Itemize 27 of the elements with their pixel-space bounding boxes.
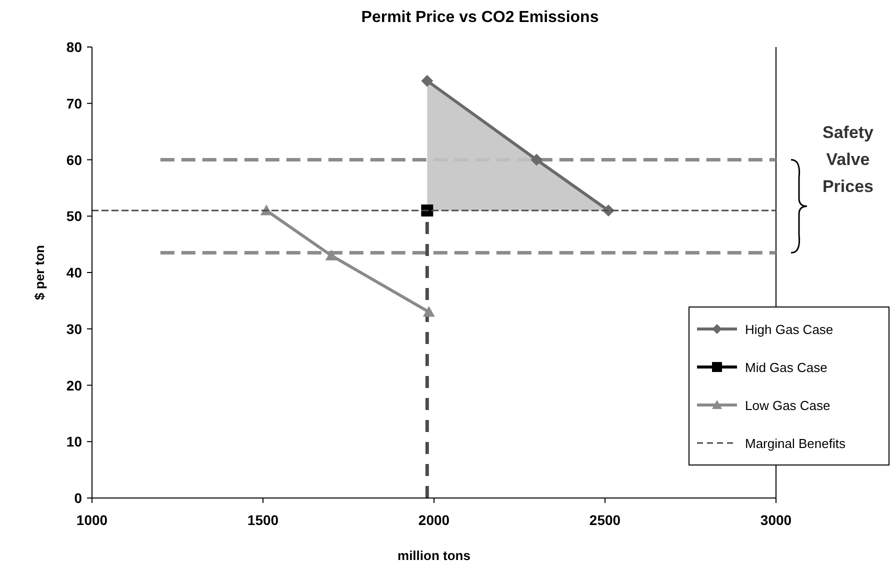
y-tick-label: 0 xyxy=(74,490,82,506)
y-axis-title: $ per ton xyxy=(32,245,47,300)
x-tick-label: 1500 xyxy=(247,512,279,528)
x-axis-title: million tons xyxy=(398,548,470,563)
point xyxy=(530,154,543,166)
y-tick-label: 10 xyxy=(66,434,82,450)
y-tick-label: 50 xyxy=(66,208,82,224)
y-tick-label: 60 xyxy=(66,152,82,168)
x-tick-label: 2000 xyxy=(418,512,450,528)
point xyxy=(422,306,435,317)
point xyxy=(325,250,338,260)
legend-label: Mid Gas Case xyxy=(745,360,828,375)
chart-title: Permit Price vs CO2 Emissions xyxy=(361,9,599,26)
text: Safety Valve Prices xyxy=(822,122,874,196)
legend-label: Marginal Benefits xyxy=(745,436,846,451)
x-tick-label: 1000 xyxy=(76,512,108,528)
y-tick-label: 20 xyxy=(66,377,82,394)
legend-label: Low Gas Case xyxy=(745,398,830,413)
x-tick-label: 2500 xyxy=(589,512,621,528)
legend-label: High Gas Case xyxy=(745,322,834,337)
y-tick-label: 80 xyxy=(66,39,82,55)
x-tick-label: 3000 xyxy=(760,512,792,528)
point xyxy=(421,204,434,216)
point xyxy=(421,74,434,87)
y-tick-label: 70 xyxy=(66,95,82,112)
y-tick-label: 40 xyxy=(66,264,82,280)
y-tick-label: 30 xyxy=(66,320,82,337)
